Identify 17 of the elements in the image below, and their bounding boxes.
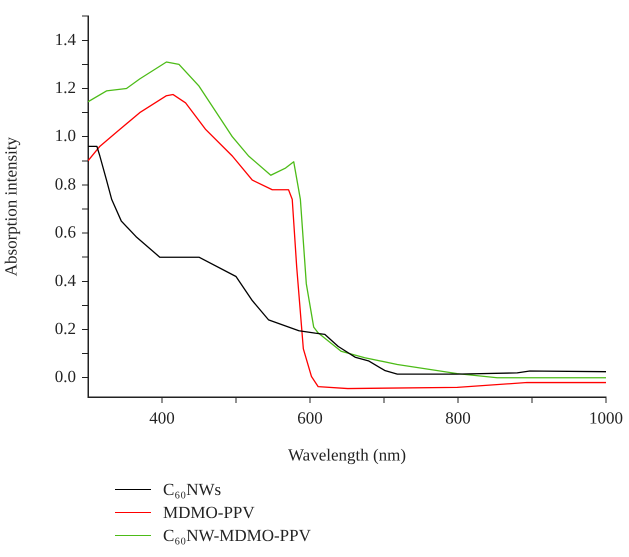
legend-label: C₆₀NWs — [163, 480, 222, 500]
x-tick-label: 600 — [297, 408, 323, 428]
y-tick-label: 1.4 — [54, 30, 76, 49]
y-tick-label: 0.0 — [54, 367, 76, 386]
y-tick-label: 1.0 — [54, 126, 76, 146]
y-tick-label: 0.8 — [54, 174, 76, 194]
legend-label: MDMO-PPV — [163, 502, 255, 522]
y-tick-label: 0.6 — [54, 222, 76, 242]
x-tick-label: 400 — [149, 408, 175, 428]
x-tick-label: 1000 — [589, 408, 623, 428]
y-axis-title: Absorption intensity — [2, 136, 21, 276]
y-tick-label: 1.2 — [54, 78, 76, 97]
x-axis-title: Wavelength (nm) — [288, 445, 406, 464]
x-tick-label: 800 — [445, 408, 471, 428]
y-tick-label: 0.2 — [54, 318, 76, 338]
y-tick-label: 0.4 — [54, 270, 76, 290]
legend-label: C₆₀NW-MDMO-PPV — [163, 526, 311, 546]
